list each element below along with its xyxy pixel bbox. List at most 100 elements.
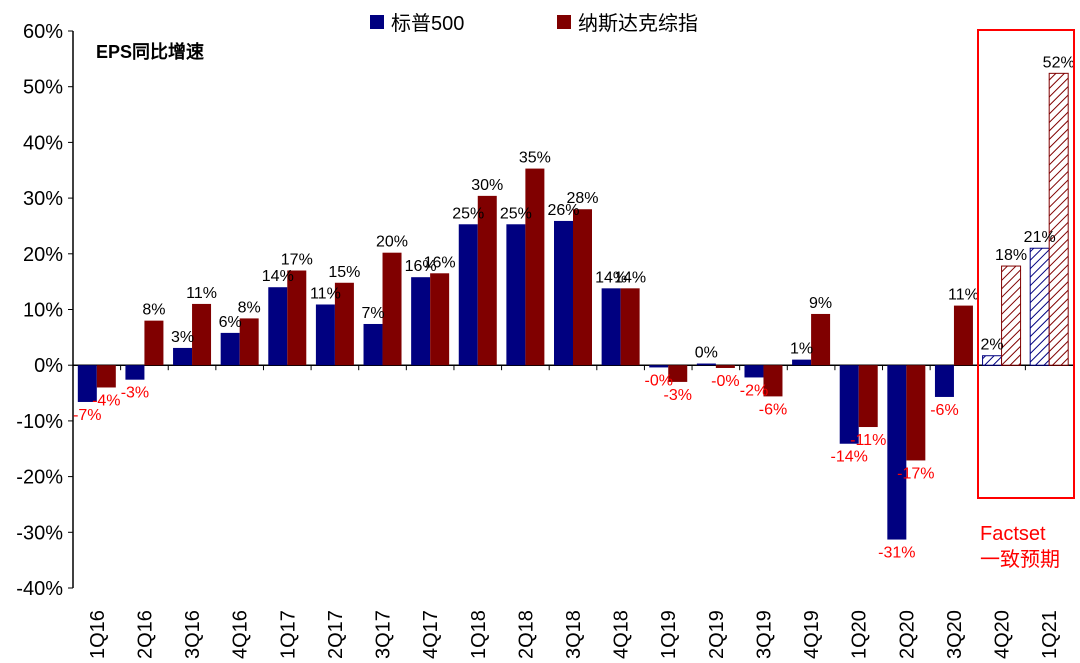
y-tick-label: -40% [16, 578, 63, 600]
nasdaq-value-label-2Q16: 8% [142, 302, 165, 319]
legend-label-sp500: 标普500 [391, 12, 464, 35]
nasdaq-value-label-3Q16: 11% [186, 285, 217, 302]
y-tick-label: 30% [23, 188, 63, 210]
legend-swatch-nasdaq [557, 15, 571, 29]
sp500-value-label-4Q19: 1% [790, 341, 813, 358]
sp500-value-label-3Q19: -2% [740, 382, 768, 399]
sp500-value-label-1Q21: 21% [1024, 229, 1056, 246]
x-tick-label: 2Q16 [134, 610, 156, 659]
sp500-bar-4Q18 [601, 288, 621, 366]
nasdaq-bar-2Q17 [334, 282, 354, 366]
nasdaq-bar-3Q19 [763, 365, 783, 397]
sp500-bar-3Q18 [554, 220, 573, 366]
x-tick-label: 4Q18 [611, 610, 633, 659]
nasdaq-bar-3Q20 [953, 305, 973, 366]
x-tick-label: 2Q17 [325, 610, 347, 659]
nasdaq-value-label-4Q18: 14% [614, 269, 646, 286]
sp500-bar-4Q17 [411, 277, 431, 366]
x-tick-label: 3Q19 [753, 610, 775, 659]
nasdaq-value-label-1Q18: 30% [471, 177, 503, 194]
y-tick-label: 40% [23, 132, 63, 154]
nasdaq-bar-1Q19 [668, 365, 688, 382]
legend: 标普500 纳斯达克综指 [370, 12, 698, 35]
sp500-bar-3Q17 [363, 323, 383, 366]
sp500-value-label-1Q18: 25% [452, 205, 484, 222]
y-tick-label: 20% [23, 244, 63, 266]
nasdaq-value-label-1Q17: 17% [281, 252, 313, 269]
data-labels: -7%-4% -3%8%3%11%6%8%14%17%11%15%7%20%16%… [73, 54, 1075, 561]
x-tick-label: 3Q20 [944, 610, 966, 659]
nasdaq-bar-2Q19 [715, 365, 735, 368]
x-tick-label: 4Q20 [992, 610, 1014, 659]
nasdaq-bar-1Q20 [858, 365, 878, 428]
x-tick-label: 3Q17 [373, 610, 395, 659]
nasdaq-bar-3Q17 [382, 252, 402, 366]
sp500-value-label-2Q17: 11% [310, 285, 341, 302]
y-tick-label: 0% [34, 355, 63, 377]
nasdaq-value-label-2Q19: -0% [711, 373, 739, 390]
y-tick-label: -10% [16, 411, 63, 433]
x-tick-label: 1Q17 [277, 610, 299, 659]
sp500-bar-1Q21 [1029, 247, 1050, 366]
sp500-bar-2Q17 [315, 304, 335, 366]
nasdaq-value-label-4Q17: 16% [424, 254, 456, 271]
nasdaq-bar-4Q18 [620, 288, 640, 366]
sp500-value-label-3Q18: 26% [547, 202, 579, 219]
nasdaq-value-label-2Q17: 15% [328, 264, 360, 281]
sp500-value-label-2Q16: -3% [121, 385, 149, 402]
nasdaq-value-label-4Q16: 8% [238, 299, 261, 316]
x-tick-label: 2Q20 [896, 610, 918, 659]
nasdaq-value-label-2Q20: -17% [897, 465, 934, 482]
x-tick-label: 4Q16 [230, 610, 252, 659]
x-tick-label: 1Q19 [658, 610, 680, 659]
y-tick-label: -20% [16, 467, 63, 489]
y-tick-label: 10% [23, 300, 63, 322]
x-tick-label: 3Q16 [182, 610, 204, 659]
y-tick-label: 60% [23, 21, 63, 43]
nasdaq-value-label-1Q20: -11% [850, 432, 886, 449]
nasdaq-value-label-3Q17: 20% [376, 234, 408, 251]
nasdaq-bar-3Q16 [192, 303, 212, 366]
sp500-value-label-3Q20: -6% [930, 402, 958, 419]
nasdaq-value-label-3Q18: 28% [566, 190, 598, 207]
sp500-value-label-4Q18: 14% [595, 269, 627, 286]
nasdaq-bar-1Q16 [96, 365, 116, 388]
nasdaq-value-label-1Q21: 52% [1043, 54, 1075, 71]
nasdaq-value-label-1Q16: -4% [92, 392, 120, 409]
bar-marks [77, 72, 1069, 540]
sp500-value-label-3Q17: 7% [361, 305, 384, 322]
nasdaq-bar-3Q18 [573, 209, 592, 366]
x-tick-label: 2Q19 [706, 610, 728, 659]
sp500-value-label-4Q20: 2% [981, 337, 1004, 354]
nasdaq-value-label-4Q20: 18% [995, 247, 1027, 264]
sp500-value-label-2Q20: -31% [878, 545, 915, 562]
nasdaq-bar-4Q17 [430, 273, 450, 366]
nasdaq-bar-2Q16 [144, 320, 164, 366]
sp500-value-label-1Q16: -7% [73, 407, 101, 424]
y-axis: 60% 50% 40% 30% 20% 10% 0% -10% -20% -30% -40% [16, 21, 74, 600]
sp500-bar-1Q17 [268, 287, 288, 366]
sp500-bar-1Q19 [649, 365, 669, 368]
sp500-bar-3Q19 [744, 365, 764, 378]
y-tick-label: 50% [23, 77, 63, 99]
sp500-value-label-2Q19: 0% [695, 345, 718, 362]
x-tick-label: 1Q18 [468, 610, 490, 659]
sp500-value-label-1Q20: -14% [831, 449, 868, 466]
nasdaq-bar-4Q16 [239, 318, 259, 366]
sp500-value-label-3Q16: 3% [171, 329, 194, 346]
sp500-bar-2Q18 [506, 224, 526, 366]
x-tick-label: 1Q21 [1039, 610, 1061, 659]
nasdaq-value-label-3Q20: 11% [948, 287, 979, 304]
forecast-annotation-line2: 一致预期 [980, 548, 1060, 571]
legend-label-nasdaq: 纳斯达克综指 [578, 12, 698, 35]
x-tick-label: 1Q16 [87, 610, 109, 659]
x-tick-label: 4Q17 [420, 610, 442, 659]
x-tick-label: 2Q18 [515, 610, 537, 659]
x-tick-label: 4Q19 [801, 610, 823, 659]
sp500-value-label-2Q18: 25% [500, 205, 532, 222]
sp500-bar-2Q16 [125, 365, 145, 380]
nasdaq-value-label-4Q19: 9% [809, 295, 832, 312]
sp500-bar-4Q16 [220, 332, 240, 366]
sp500-bar-2Q19 [696, 363, 716, 366]
nasdaq-bar-1Q21 [1048, 72, 1069, 366]
